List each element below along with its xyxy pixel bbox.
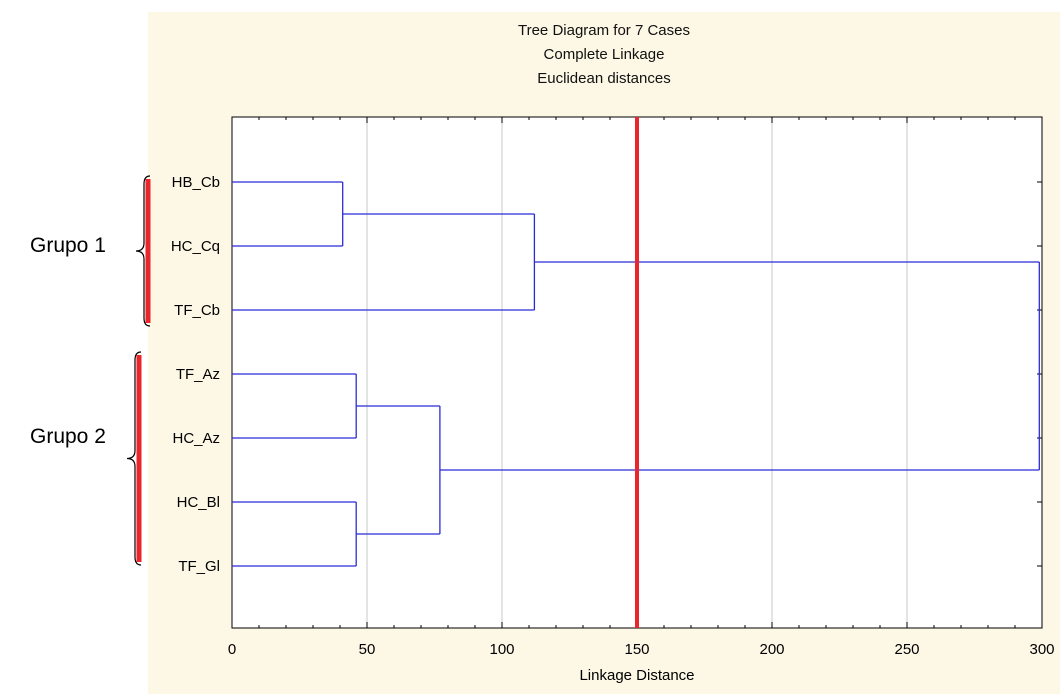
- group-label-1: Grupo 1: [30, 234, 106, 257]
- chart-subtitle-distance: Euclidean distances: [537, 70, 671, 87]
- case-label-TF_Az: TF_Az: [176, 366, 220, 383]
- chart-title: Tree Diagram for 7 Cases: [517, 22, 690, 39]
- x-tick-label-4: 200: [759, 641, 784, 658]
- group-1-brace-outline: [135, 175, 151, 327]
- group-label-2: Grupo 2: [30, 425, 106, 448]
- x-tick-label-2: 100: [489, 641, 514, 658]
- x-tick-label-5: 250: [894, 641, 919, 658]
- x-axis-label: Linkage Distance: [579, 667, 694, 684]
- chart-subtitle-linkage: Complete Linkage: [543, 46, 665, 63]
- case-label-HC_Az: HC_Az: [172, 430, 220, 447]
- x-tick-label-0: 0: [228, 641, 236, 658]
- case-label-HC_Bl: HC_Bl: [177, 494, 220, 511]
- x-tick-label-1: 50: [359, 641, 376, 658]
- x-tick-label-3: 150: [624, 641, 649, 658]
- group-2-brace-outline: [126, 351, 142, 566]
- case-label-TF_Gl: TF_Gl: [178, 558, 220, 575]
- case-label-TF_Cb: TF_Cb: [174, 302, 220, 319]
- x-tick-label-6: 300: [1029, 641, 1054, 658]
- case-label-HB_Cb: HB_Cb: [172, 174, 220, 191]
- case-label-HC_Cq: HC_Cq: [171, 238, 220, 255]
